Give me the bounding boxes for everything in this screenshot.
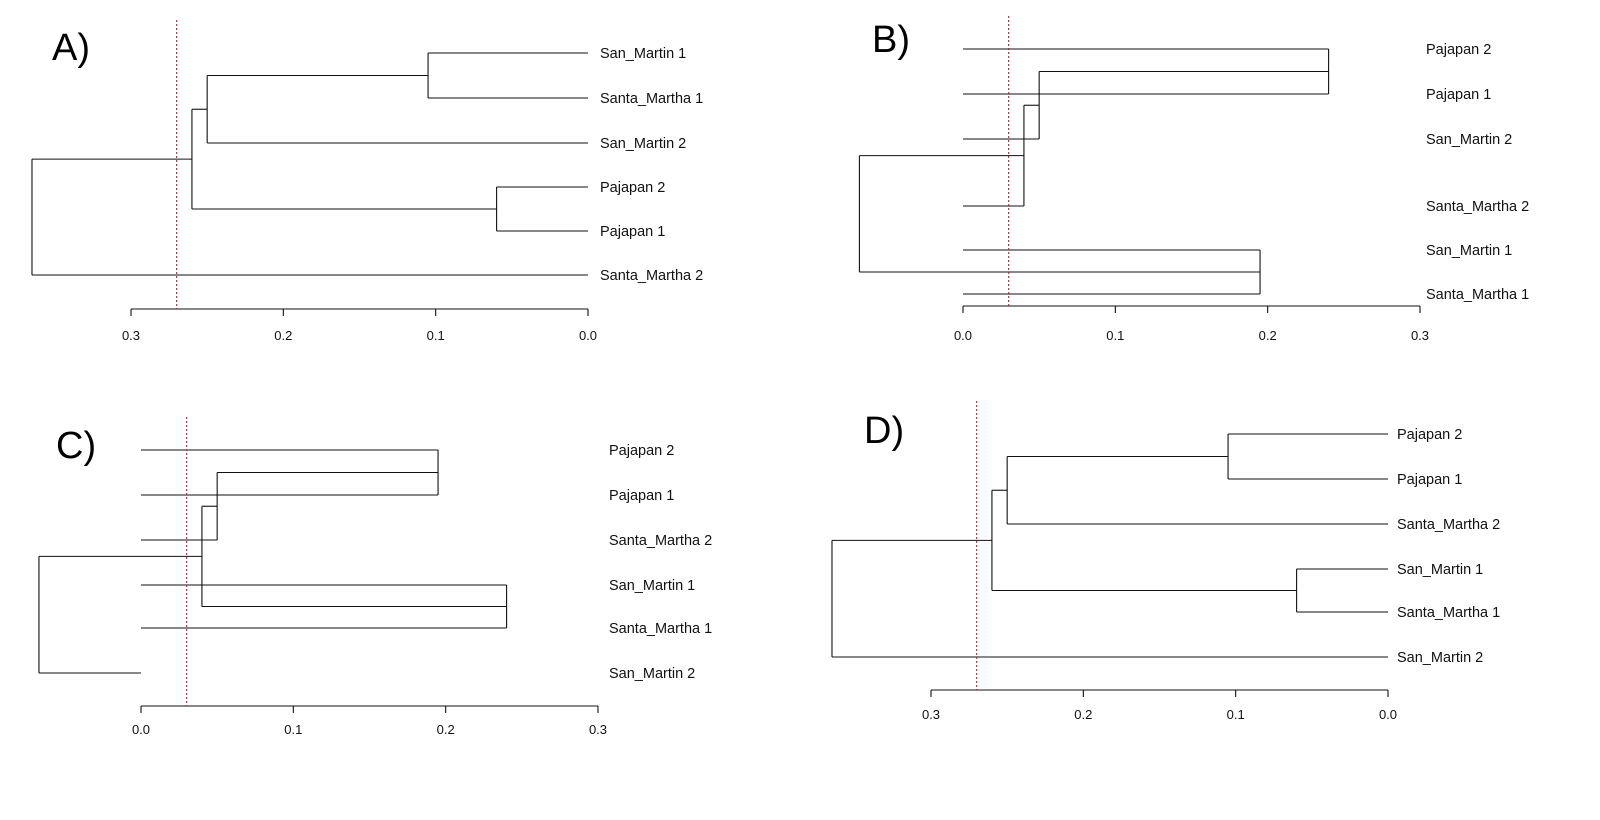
- leaf-label: Pajapan 1: [600, 224, 665, 240]
- leaf-label: Santa_Martha 1: [1426, 287, 1529, 303]
- leaf-label: Santa_Martha 2: [600, 268, 703, 284]
- x-tick-label: 0.0: [579, 328, 597, 343]
- panel-label: D): [864, 410, 904, 452]
- dendrogram-panel-d: D) Pajapan 2 Pajapan 1 Santa_Martha 2 San_Ma…: [831, 401, 1500, 722]
- x-tick-label: 0.3: [1411, 328, 1429, 343]
- dendrogram-panel-c: C) Pajapan 2 Pajapan 1 Santa_Martha 2 San_Ma…: [38, 417, 712, 737]
- leaf-label: Santa_Martha 2: [1397, 517, 1500, 533]
- leaf-label: Santa_Martha 1: [600, 91, 703, 107]
- x-tick-label: 0.3: [122, 328, 140, 343]
- x-tick-label: 0.3: [589, 722, 607, 737]
- dendrogram-panel-b: B) Pajapan 2 Pajapan 1 San_Martin 2 Santa_Ma…: [858, 16, 1529, 343]
- x-tick-label: 0.2: [1074, 707, 1092, 722]
- x-tick-label: 0.2: [1259, 328, 1277, 343]
- leaf-label: San_Martin 2: [600, 136, 686, 152]
- leaf-label: Santa_Martha 2: [1426, 199, 1529, 215]
- x-tick-label: 0.1: [427, 328, 445, 343]
- leaf-label: Santa_Martha 2: [609, 533, 712, 549]
- x-tick-label: 0.2: [437, 722, 455, 737]
- leaf-label: Santa_Martha 1: [609, 621, 712, 637]
- x-tick-label: 0.1: [1227, 707, 1245, 722]
- x-tick-label: 0.1: [1106, 328, 1124, 343]
- leaf-label: Pajapan 2: [1397, 427, 1462, 443]
- leaf-label: Pajapan 1: [1426, 87, 1491, 103]
- leaf-label: Pajapan 2: [609, 443, 674, 459]
- x-tick-label: 0.0: [954, 328, 972, 343]
- leaf-label: Pajapan 1: [609, 488, 674, 504]
- leaf-label: Pajapan 2: [600, 180, 665, 196]
- leaf-label: San_Martin 1: [600, 46, 686, 62]
- dendrogram-panel-a: A) San_Martin 1 Santa_Martha 1 San_Martin 2…: [31, 20, 703, 343]
- leaf-label: San_Martin 1: [1397, 562, 1483, 578]
- panel-label: B): [872, 19, 910, 61]
- leaf-label: San_Martin 2: [1426, 132, 1512, 148]
- x-tick-label: 0.1: [284, 722, 302, 737]
- leaf-label: San_Martin 1: [1426, 243, 1512, 259]
- panel-label: C): [56, 425, 96, 467]
- leaf-label: Pajapan 1: [1397, 472, 1462, 488]
- leaf-label: Santa_Martha 1: [1397, 605, 1500, 621]
- leaf-label: Pajapan 2: [1426, 42, 1491, 58]
- x-tick-label: 0.0: [1379, 707, 1397, 722]
- x-tick-label: 0.3: [922, 707, 940, 722]
- leaf-label: San_Martin 1: [609, 578, 695, 594]
- x-tick-label: 0.2: [274, 328, 292, 343]
- panel-label: A): [52, 27, 90, 69]
- leaf-label: San_Martin 2: [609, 666, 695, 682]
- x-tick-label: 0.0: [132, 722, 150, 737]
- leaf-label: San_Martin 2: [1397, 650, 1483, 666]
